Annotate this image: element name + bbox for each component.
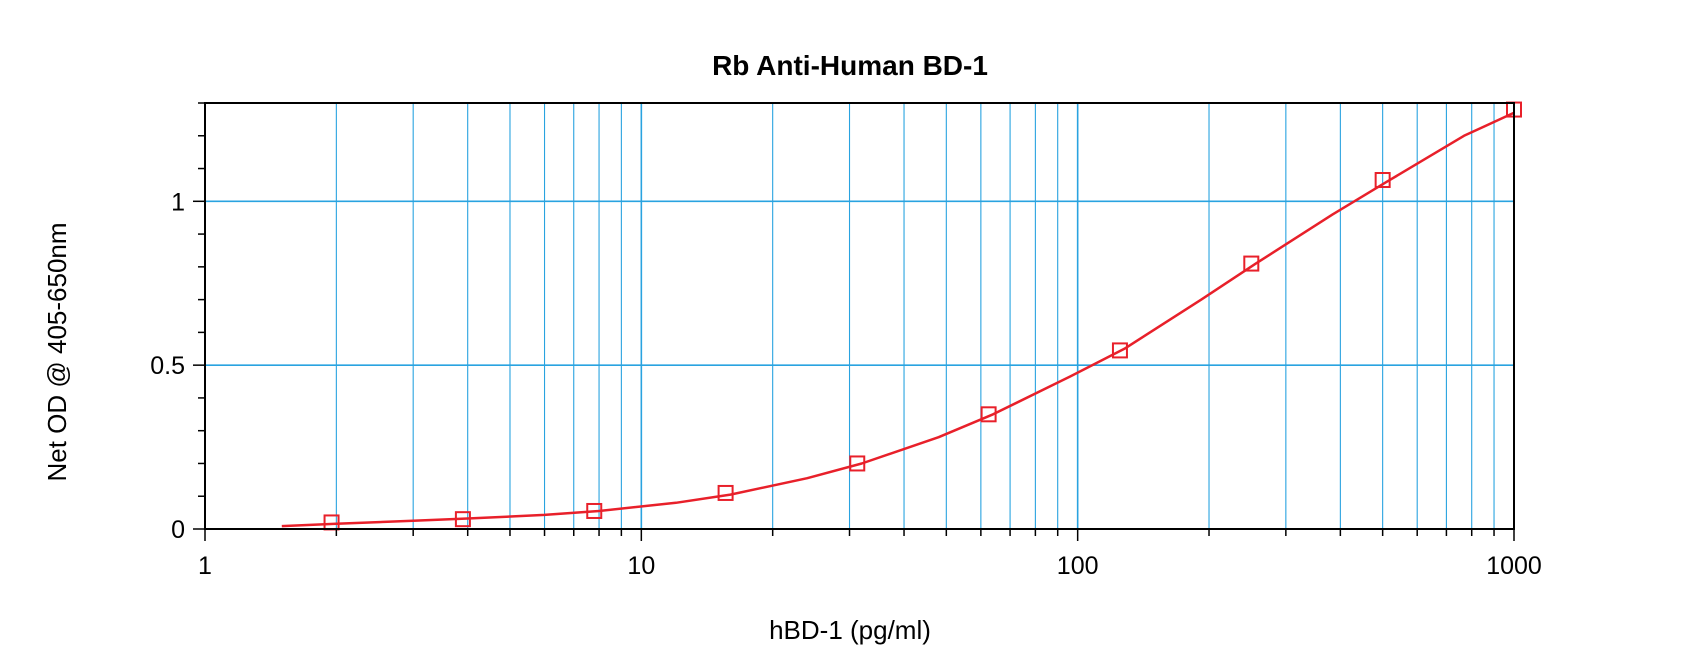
grid-lines bbox=[205, 103, 1514, 529]
data-point-square bbox=[454, 511, 471, 528]
x-tick-label: 1 bbox=[198, 552, 212, 580]
data-point-square bbox=[849, 455, 866, 472]
chart-title: Rb Anti-Human BD-1 bbox=[712, 50, 988, 81]
data-point-square bbox=[586, 502, 603, 519]
axis-ticks bbox=[193, 102, 1515, 541]
y-tick-label: 0.5 bbox=[150, 352, 185, 380]
y-tick-label: 1 bbox=[171, 188, 185, 216]
x-tick-label: 10 bbox=[627, 552, 655, 580]
fit-curve-group bbox=[281, 111, 1515, 528]
data-points bbox=[323, 101, 1522, 531]
data-point-square bbox=[717, 484, 734, 501]
data-point-square bbox=[980, 406, 997, 423]
x-tick-label: 1000 bbox=[1486, 552, 1542, 580]
x-tick-label: 100 bbox=[1057, 552, 1099, 580]
axis-tick-labels: 1 10 100 1000 0 0.5 1 bbox=[150, 188, 1542, 580]
y-axis-label: Net OD @ 405-650nm bbox=[42, 222, 72, 481]
fit-curve-line bbox=[281, 111, 1515, 528]
x-axis-label: hBD-1 (pg/ml) bbox=[769, 615, 931, 645]
data-point-square bbox=[1243, 255, 1260, 272]
data-point-square bbox=[1111, 342, 1128, 359]
y-tick-label: 0 bbox=[171, 516, 185, 544]
data-point-square bbox=[1374, 172, 1391, 189]
plot-frame bbox=[204, 102, 1515, 530]
